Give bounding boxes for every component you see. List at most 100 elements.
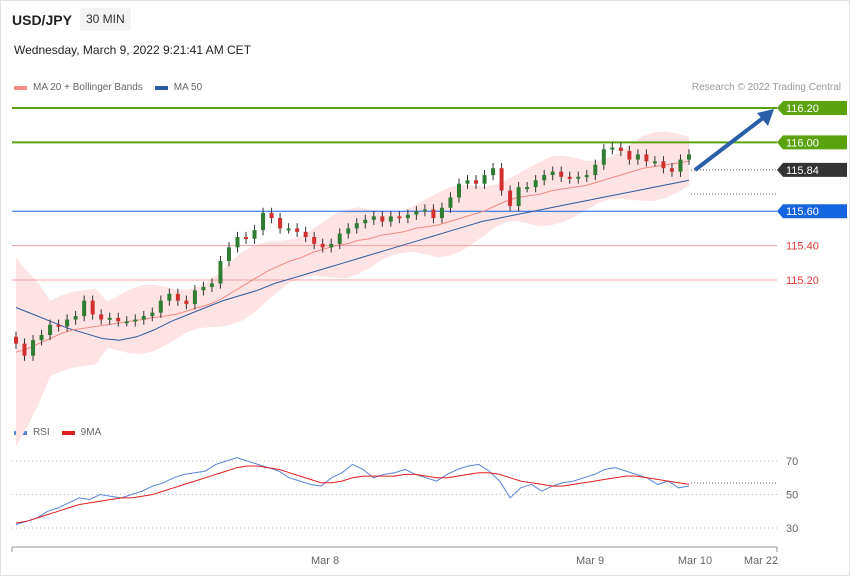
bollinger-band	[16, 131, 689, 447]
candle-body	[576, 176, 581, 179]
candle-body	[525, 187, 530, 190]
candle-body	[584, 175, 589, 178]
candle-body	[269, 212, 274, 219]
rsi-level-label-30: 30	[786, 523, 798, 535]
candle-body	[508, 190, 513, 207]
candle-body	[448, 197, 453, 208]
candle-body	[244, 237, 249, 239]
candle-body	[491, 168, 496, 176]
ma20-legend-swatch	[14, 85, 27, 90]
candle-body	[405, 214, 410, 219]
candle-body	[465, 180, 470, 184]
price-label-115-20: 115.20	[786, 275, 819, 287]
candle-body	[618, 147, 623, 151]
candle-body	[124, 321, 129, 324]
candle-body	[516, 187, 521, 207]
candle-body	[192, 290, 197, 305]
candle-body	[499, 168, 504, 191]
ma50-line	[15, 179, 690, 341]
candle-body	[567, 176, 572, 179]
candle-body	[354, 223, 359, 229]
9ma-legend-label: 9MA	[80, 427, 102, 438]
candle-body	[65, 319, 70, 327]
candle-body	[601, 149, 606, 165]
x-tick-label-mar-9: Mar 9	[576, 555, 604, 567]
x-tick-label-mar-22: Mar 22	[744, 555, 778, 567]
timeframe-button[interactable]: 30 MIN	[80, 8, 131, 31]
candle-body	[99, 314, 104, 320]
candle-body	[669, 168, 674, 172]
candle-body	[295, 228, 300, 232]
candle-body	[252, 230, 257, 239]
candle-body	[39, 335, 44, 341]
price-label-115-60: 115.60	[786, 206, 819, 218]
ma50-legend-label: MA 50	[173, 82, 203, 93]
candle-body	[627, 151, 632, 160]
rsi-line	[15, 457, 690, 526]
candle-body	[175, 293, 180, 301]
candle-body	[133, 319, 138, 322]
candle-body	[218, 261, 223, 284]
x-tick-label-mar-8: Mar 8	[311, 555, 339, 567]
price-label-116-20: 116.20	[786, 103, 819, 115]
candle-body	[610, 147, 615, 150]
resistance-tag-116-20	[777, 101, 847, 115]
candle-body	[363, 219, 368, 224]
rsi-9ma-line	[15, 465, 690, 524]
candle-body	[48, 324, 53, 336]
candle-body	[422, 209, 427, 212]
candle-body	[90, 300, 95, 315]
candle-body	[456, 183, 461, 198]
candle-body	[371, 216, 376, 220]
candle-body	[644, 154, 649, 162]
candle-body	[687, 154, 691, 160]
candle-body	[116, 317, 121, 322]
candle-body	[278, 218, 283, 229]
pivot-tag-115-60	[777, 204, 847, 219]
rsi-legend-label: RSI	[33, 427, 50, 438]
ma20-legend-label: MA 20 + Bollinger Bands	[33, 82, 143, 93]
rsi-level-label-50: 50	[786, 490, 798, 502]
candle-body	[158, 300, 163, 313]
candle-body	[261, 212, 266, 231]
candle-body	[150, 312, 155, 317]
candle-body	[82, 300, 87, 317]
candle-body	[286, 228, 291, 231]
chart-header: USD/JPY 30 MIN	[1, 1, 849, 37]
candle-body	[167, 293, 172, 301]
candle-body	[593, 164, 598, 176]
candle-body	[346, 228, 351, 234]
ma50-legend-swatch	[154, 85, 168, 90]
candle-body	[31, 340, 36, 356]
candle-body	[559, 171, 564, 177]
forecast-arrow-head	[757, 109, 774, 126]
candle-body	[635, 154, 640, 160]
candle-body	[329, 243, 334, 248]
candle-body	[235, 237, 240, 248]
9ma-legend-swatch	[61, 430, 75, 435]
candle-body	[380, 216, 385, 222]
candle-body	[397, 216, 402, 219]
candle-body	[201, 286, 206, 291]
candle-body	[22, 343, 27, 356]
candle-body	[533, 180, 538, 188]
price-label-115-40: 115.40	[786, 241, 819, 253]
candle-body	[14, 336, 18, 344]
main-legend: MA 20 + Bollinger Bands MA 50	[14, 82, 214, 93]
candle-body	[482, 175, 487, 184]
candle-body	[303, 231, 308, 237]
candle-body	[312, 237, 317, 244]
candle-body	[73, 316, 78, 320]
candle-body	[226, 247, 231, 262]
candle-body	[209, 283, 214, 287]
symbol-title: USD/JPY	[12, 12, 72, 28]
rsi-level-label-70: 70	[786, 456, 798, 468]
candle-body	[474, 180, 479, 184]
candle-body	[184, 300, 189, 305]
resistance-tag-116-00	[777, 135, 847, 150]
candle-body	[414, 211, 419, 215]
candle-body	[550, 171, 555, 176]
candle-body	[56, 324, 61, 327]
price-label-115-84: 115.84	[786, 165, 819, 177]
